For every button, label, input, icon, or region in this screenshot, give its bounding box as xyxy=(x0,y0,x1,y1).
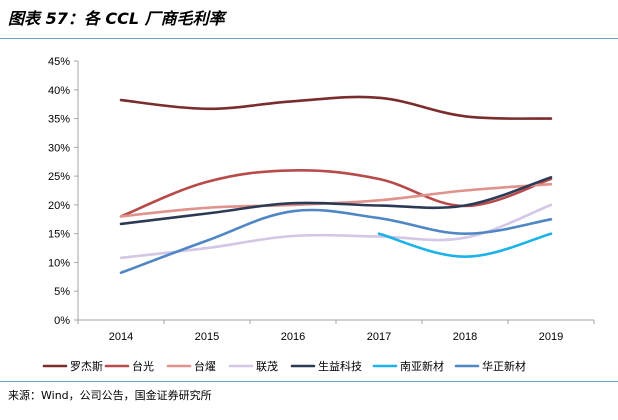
y-tick-label: 20% xyxy=(48,200,70,212)
series-lines xyxy=(119,95,553,275)
x-tick-label: 2015 xyxy=(195,331,219,343)
legend-label: 台燿 xyxy=(194,359,216,373)
y-tick-label: 5% xyxy=(54,286,70,298)
y-tick-label: 35% xyxy=(48,114,70,126)
x-tick-label: 2018 xyxy=(453,331,477,343)
top-divider xyxy=(0,38,618,39)
line-chart: 0%5%10%15%20%25%30%35%40%45% 2014 2015 201… xyxy=(42,56,595,373)
bottom-divider xyxy=(0,381,618,382)
source-note: 来源：Wind，公司公告，国金证券研究所 xyxy=(8,389,212,402)
legend-label: 台光 xyxy=(132,359,154,373)
y-tick-label: 15% xyxy=(48,229,70,241)
series-line-0 xyxy=(119,95,553,120)
y-axis-ticks: 0% 5% 10% 15% 20% 25% 30% 35% 40% 45% xyxy=(48,56,78,327)
y-tick-label: 25% xyxy=(48,171,70,183)
series-line-4 xyxy=(119,176,553,226)
x-tick-label: 2017 xyxy=(367,331,391,343)
legend: 罗杰斯 台光 台燿 联茂 生益科技 南亚新材 华正新材 xyxy=(42,359,526,373)
x-tick-label: 2016 xyxy=(281,331,305,343)
legend-label: 联茂 xyxy=(256,359,278,373)
y-tick-label: 10% xyxy=(48,257,70,269)
legend-label: 罗杰斯 xyxy=(70,360,103,373)
y-tick-label: 0% xyxy=(54,315,70,327)
y-tick-label: 45% xyxy=(48,56,70,68)
x-tick-label: 2019 xyxy=(539,331,563,343)
legend-label: 生益科技 xyxy=(318,359,362,373)
chart-title: 图表 57：各 CCL 厂商毛利率 xyxy=(8,9,225,28)
x-tick-label: 2014 xyxy=(109,331,133,343)
y-tick-label: 30% xyxy=(48,142,70,154)
series-line-1 xyxy=(119,169,553,218)
y-tick-label: 40% xyxy=(48,85,70,97)
x-axis-ticks: 2014 2015 2016 2017 2018 2019 xyxy=(77,320,595,343)
series-line-6 xyxy=(119,208,553,275)
series-line-5 xyxy=(377,232,553,258)
legend-label: 南亚新材 xyxy=(400,359,444,373)
legend-label: 华正新材 xyxy=(482,359,526,373)
series-line-3 xyxy=(119,203,553,260)
